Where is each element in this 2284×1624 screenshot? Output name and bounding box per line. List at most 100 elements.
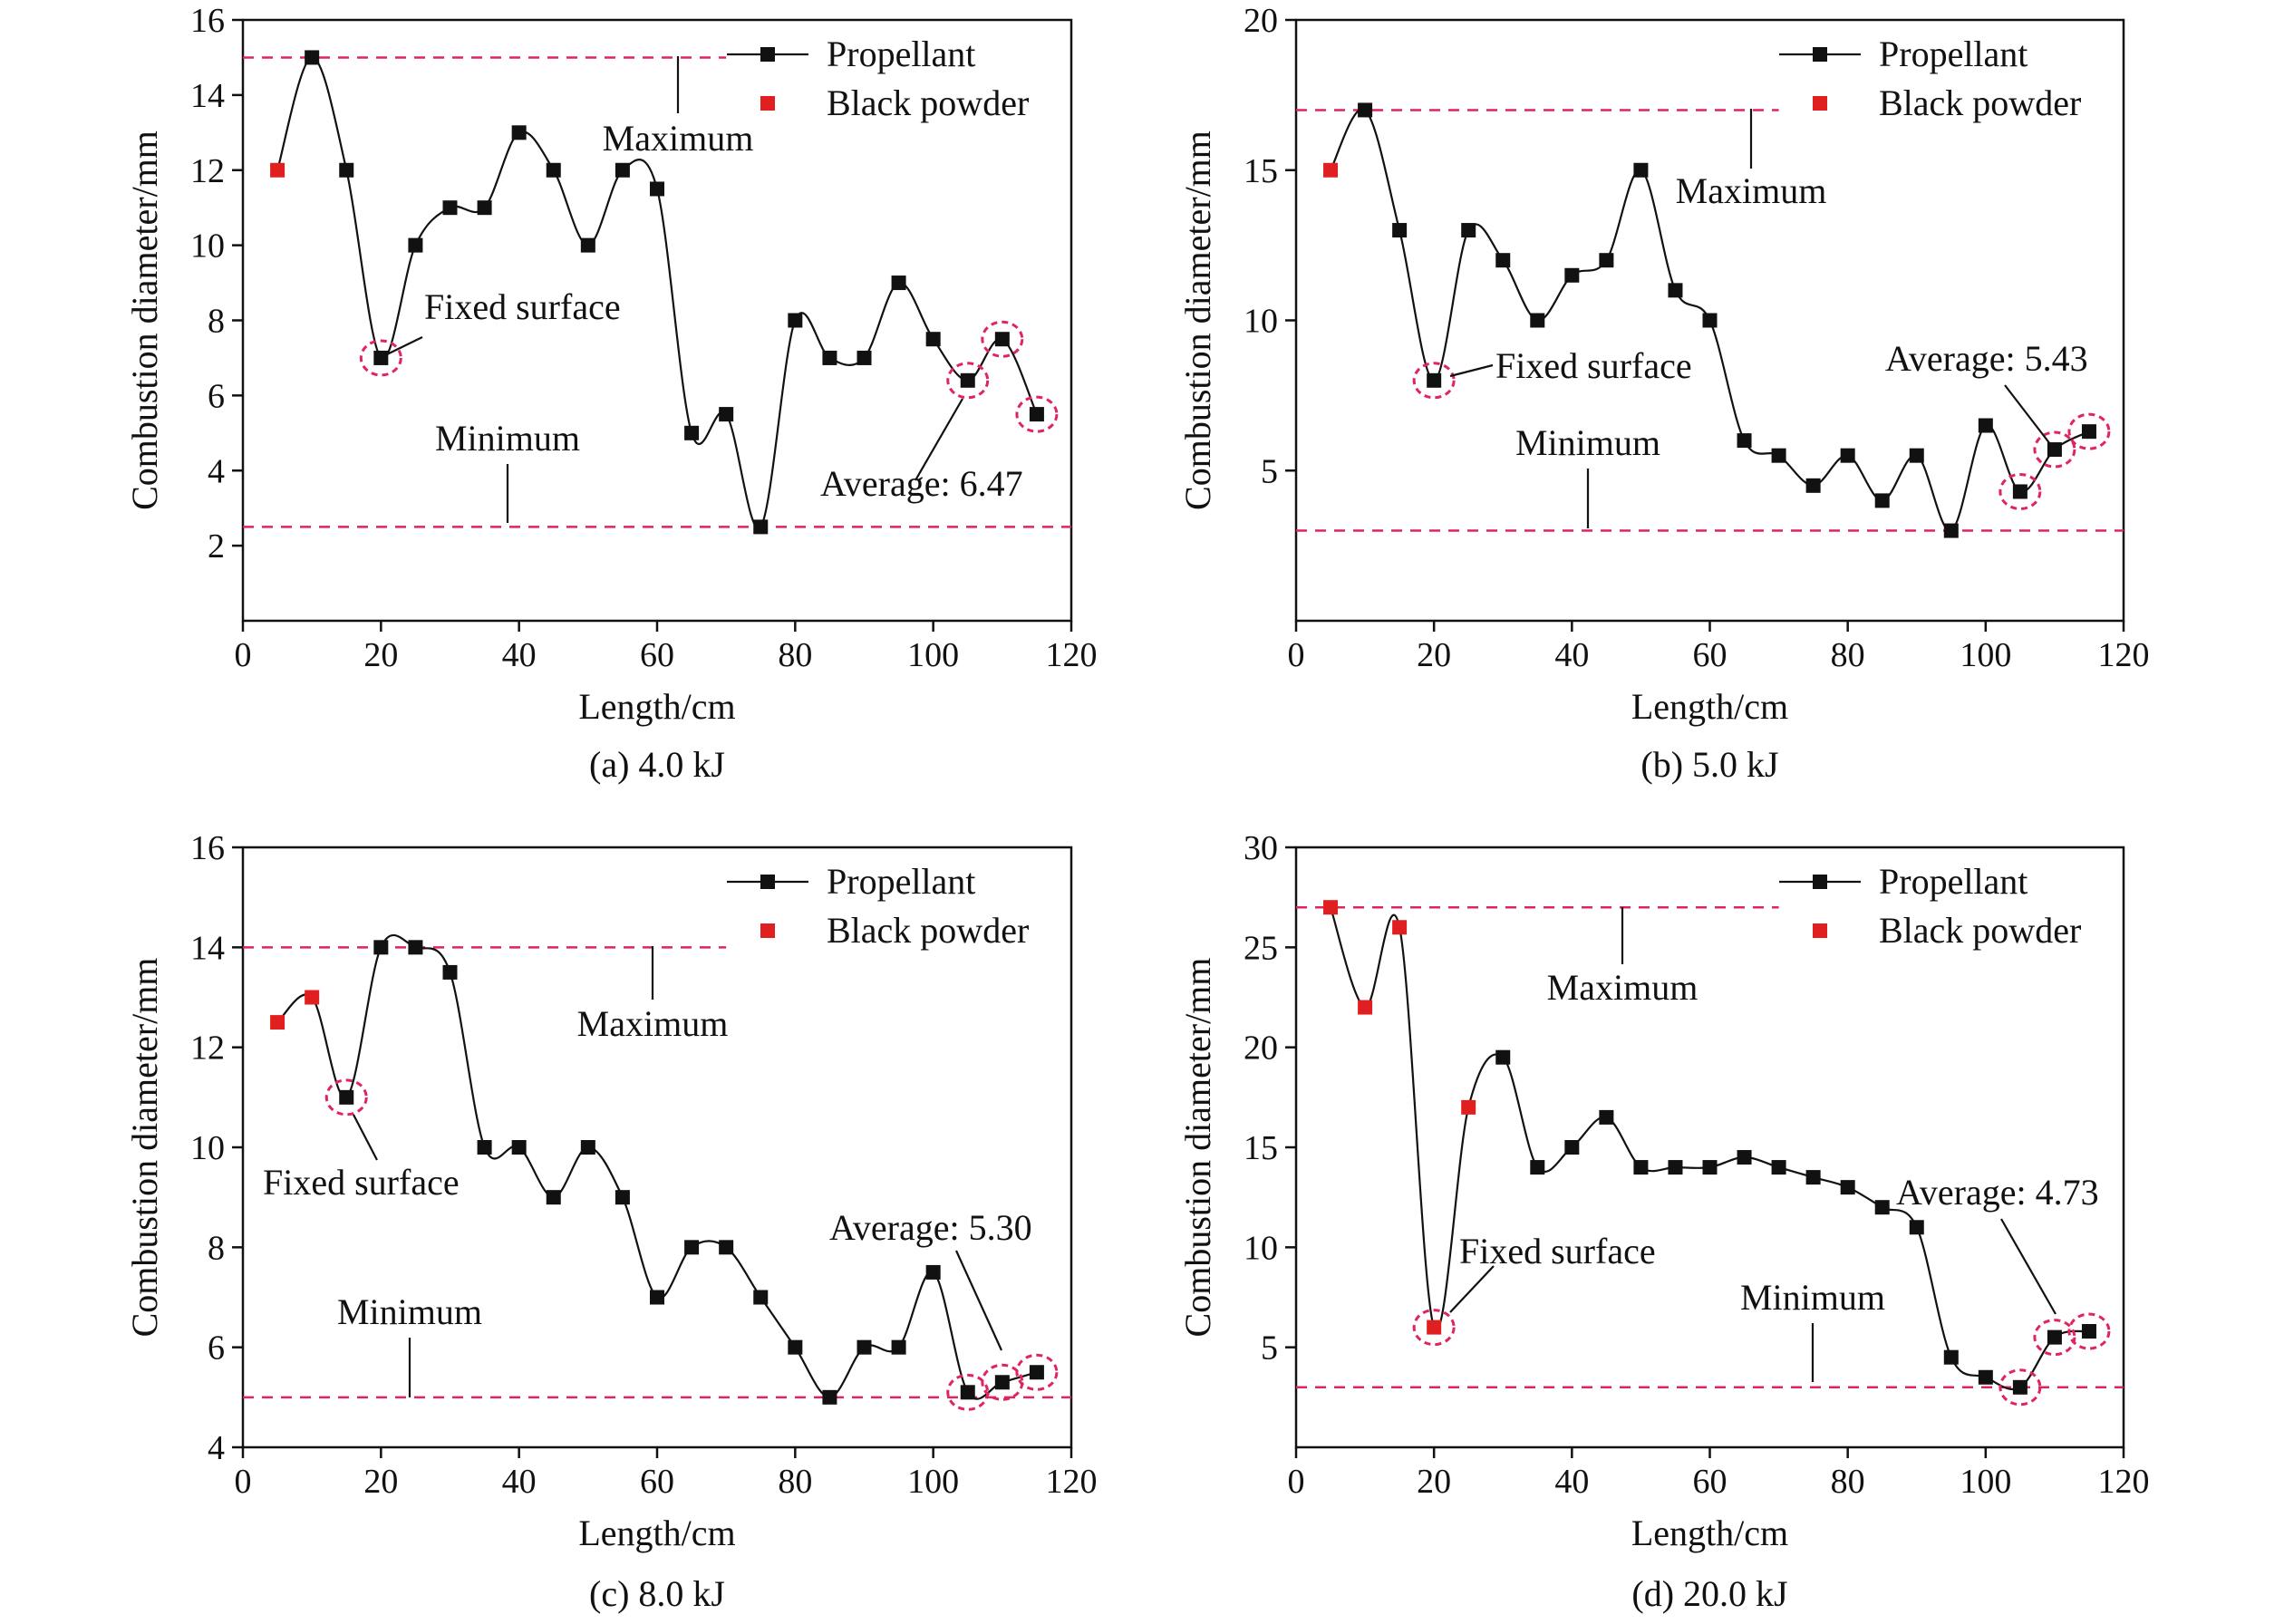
panel-caption: (d) 20.0 kJ	[1631, 1573, 1787, 1614]
x-tick-label: 120	[1046, 1463, 1098, 1501]
propellant-point	[1668, 283, 1683, 298]
x-tick-label: 40	[502, 636, 537, 674]
propellant-point	[1805, 478, 1821, 493]
minimum-label: Minimum	[1740, 1277, 1885, 1318]
y-tick-label: 10	[1244, 303, 1278, 341]
highlight-circle	[1998, 472, 2042, 510]
highlight-circle	[1015, 1353, 1059, 1391]
y-axis-label: Combustion diameter/mm	[124, 130, 165, 510]
propellant-point	[477, 200, 492, 216]
legend-label-black-powder: Black powder	[827, 82, 1029, 123]
propellant-point	[650, 181, 664, 197]
black-powder-point	[305, 990, 320, 1005]
legend-marker-black-powder	[760, 96, 775, 111]
propellant-point	[994, 332, 1010, 347]
highlight-circle	[324, 1078, 368, 1116]
highlight-circle	[1015, 395, 1059, 433]
propellant-point	[477, 1140, 492, 1155]
propellant-point	[1495, 1049, 1511, 1065]
propellant-point	[1392, 223, 1408, 238]
propellant-point	[1805, 1170, 1821, 1185]
x-tick-label: 0	[1288, 636, 1305, 674]
propellant-point	[1909, 448, 1924, 463]
x-tick-label: 0	[1288, 1463, 1305, 1501]
y-tick-label: 10	[190, 1129, 225, 1167]
x-tick-label: 120	[2098, 636, 2150, 674]
y-tick-label: 15	[1244, 1129, 1278, 1167]
x-axis-label: Length/cm	[1631, 1513, 1788, 1553]
fixed-surface-leader	[353, 1114, 378, 1161]
x-axis-label: Length/cm	[578, 686, 735, 727]
propellant-point	[1029, 407, 1044, 422]
average-leader	[2000, 1218, 2057, 1315]
panel-d: 0 20 40 60 80 100 120 5 10 15 20 25 30 Length/cm Combu…	[1177, 829, 2150, 1614]
propellant-point	[1943, 523, 1959, 538]
fixed-surface-leader	[1449, 1265, 1495, 1313]
maximum-label: Maximum	[1676, 170, 1827, 211]
propellant-point	[891, 1339, 906, 1355]
propellant-point	[615, 162, 630, 178]
legend-label-propellant: Propellant	[827, 34, 975, 74]
x-tick-label: 80	[778, 636, 812, 674]
x-tick-label: 120	[2098, 1463, 2150, 1501]
propellant-point	[373, 350, 389, 365]
propellant-point	[1495, 253, 1511, 268]
y-tick-label: 20	[1244, 2, 1278, 40]
propellant-point	[615, 1190, 630, 1205]
x-tick-label: 100	[1960, 636, 2011, 674]
x-tick-label: 20	[363, 636, 398, 674]
y-tick-label: 15	[1244, 152, 1278, 190]
y-tick-label: 5	[1261, 452, 1278, 490]
y-tick-label: 6	[208, 377, 225, 415]
propellant-point	[1840, 448, 1855, 463]
panel-b: 0 20 40 60 80 100 120 5 10 15 20 Length/cm Combustio…	[1177, 2, 2150, 785]
black-powder-point	[1358, 1000, 1373, 1015]
panel-caption: (a) 4.0 kJ	[589, 744, 725, 785]
propellant-point	[1029, 1365, 1044, 1380]
y-tick-label: 14	[190, 77, 225, 115]
fixed-surface-leader	[384, 336, 423, 356]
propellant-point	[580, 1140, 595, 1155]
propellant-point	[1840, 1180, 1855, 1195]
propellant-point	[442, 200, 458, 216]
fit-curve	[276, 933, 1038, 1400]
propellant-point	[925, 332, 941, 347]
propellant-point	[788, 1339, 803, 1355]
propellant-point	[2081, 424, 2096, 440]
y-tick-label: 12	[190, 152, 225, 190]
propellant-point	[1358, 102, 1373, 118]
x-tick-label: 40	[1554, 636, 1589, 674]
average-leader	[915, 398, 963, 481]
propellant-point	[822, 1389, 837, 1405]
propellant-point	[856, 350, 872, 365]
x-tick-label: 100	[1960, 1463, 2011, 1501]
y-tick-label: 10	[190, 227, 225, 266]
x-tick-label: 40	[1554, 1463, 1589, 1501]
propellant-point	[2047, 442, 2062, 458]
x-tick-label: 60	[1693, 636, 1728, 674]
panel-caption: (b) 5.0 kJ	[1640, 744, 1778, 785]
panel-a: 0 20 40 60 80 100 120 2 4 6 8 10 12 14 16 Length/cm Comb…	[124, 2, 1098, 785]
fixed-surface-label: Fixed surface	[424, 286, 621, 327]
fixed-surface-leader	[1449, 363, 1494, 378]
x-tick-label: 20	[1417, 636, 1451, 674]
x-tick-label: 40	[502, 1463, 537, 1501]
maximum-label: Maximum	[1547, 967, 1698, 1008]
y-tick-label: 16	[190, 2, 225, 40]
legend-label-propellant: Propellant	[1879, 34, 2028, 74]
black-powder-point	[1323, 900, 1339, 915]
propellant-point	[684, 425, 700, 440]
propellant-point	[994, 1375, 1010, 1390]
minimum-label: Minimum	[337, 1291, 482, 1332]
black-powder-point	[1392, 920, 1408, 935]
propellant-point	[822, 350, 837, 365]
propellant-point	[511, 1140, 527, 1155]
legend-marker-propellant	[1813, 875, 1827, 889]
propellant-point	[925, 1264, 941, 1280]
legend-marker-propellant	[760, 875, 775, 889]
propellant-point	[1599, 253, 1614, 268]
propellant-point	[1668, 1160, 1683, 1175]
propellant-point	[1461, 223, 1476, 238]
maximum-label: Maximum	[603, 118, 754, 159]
